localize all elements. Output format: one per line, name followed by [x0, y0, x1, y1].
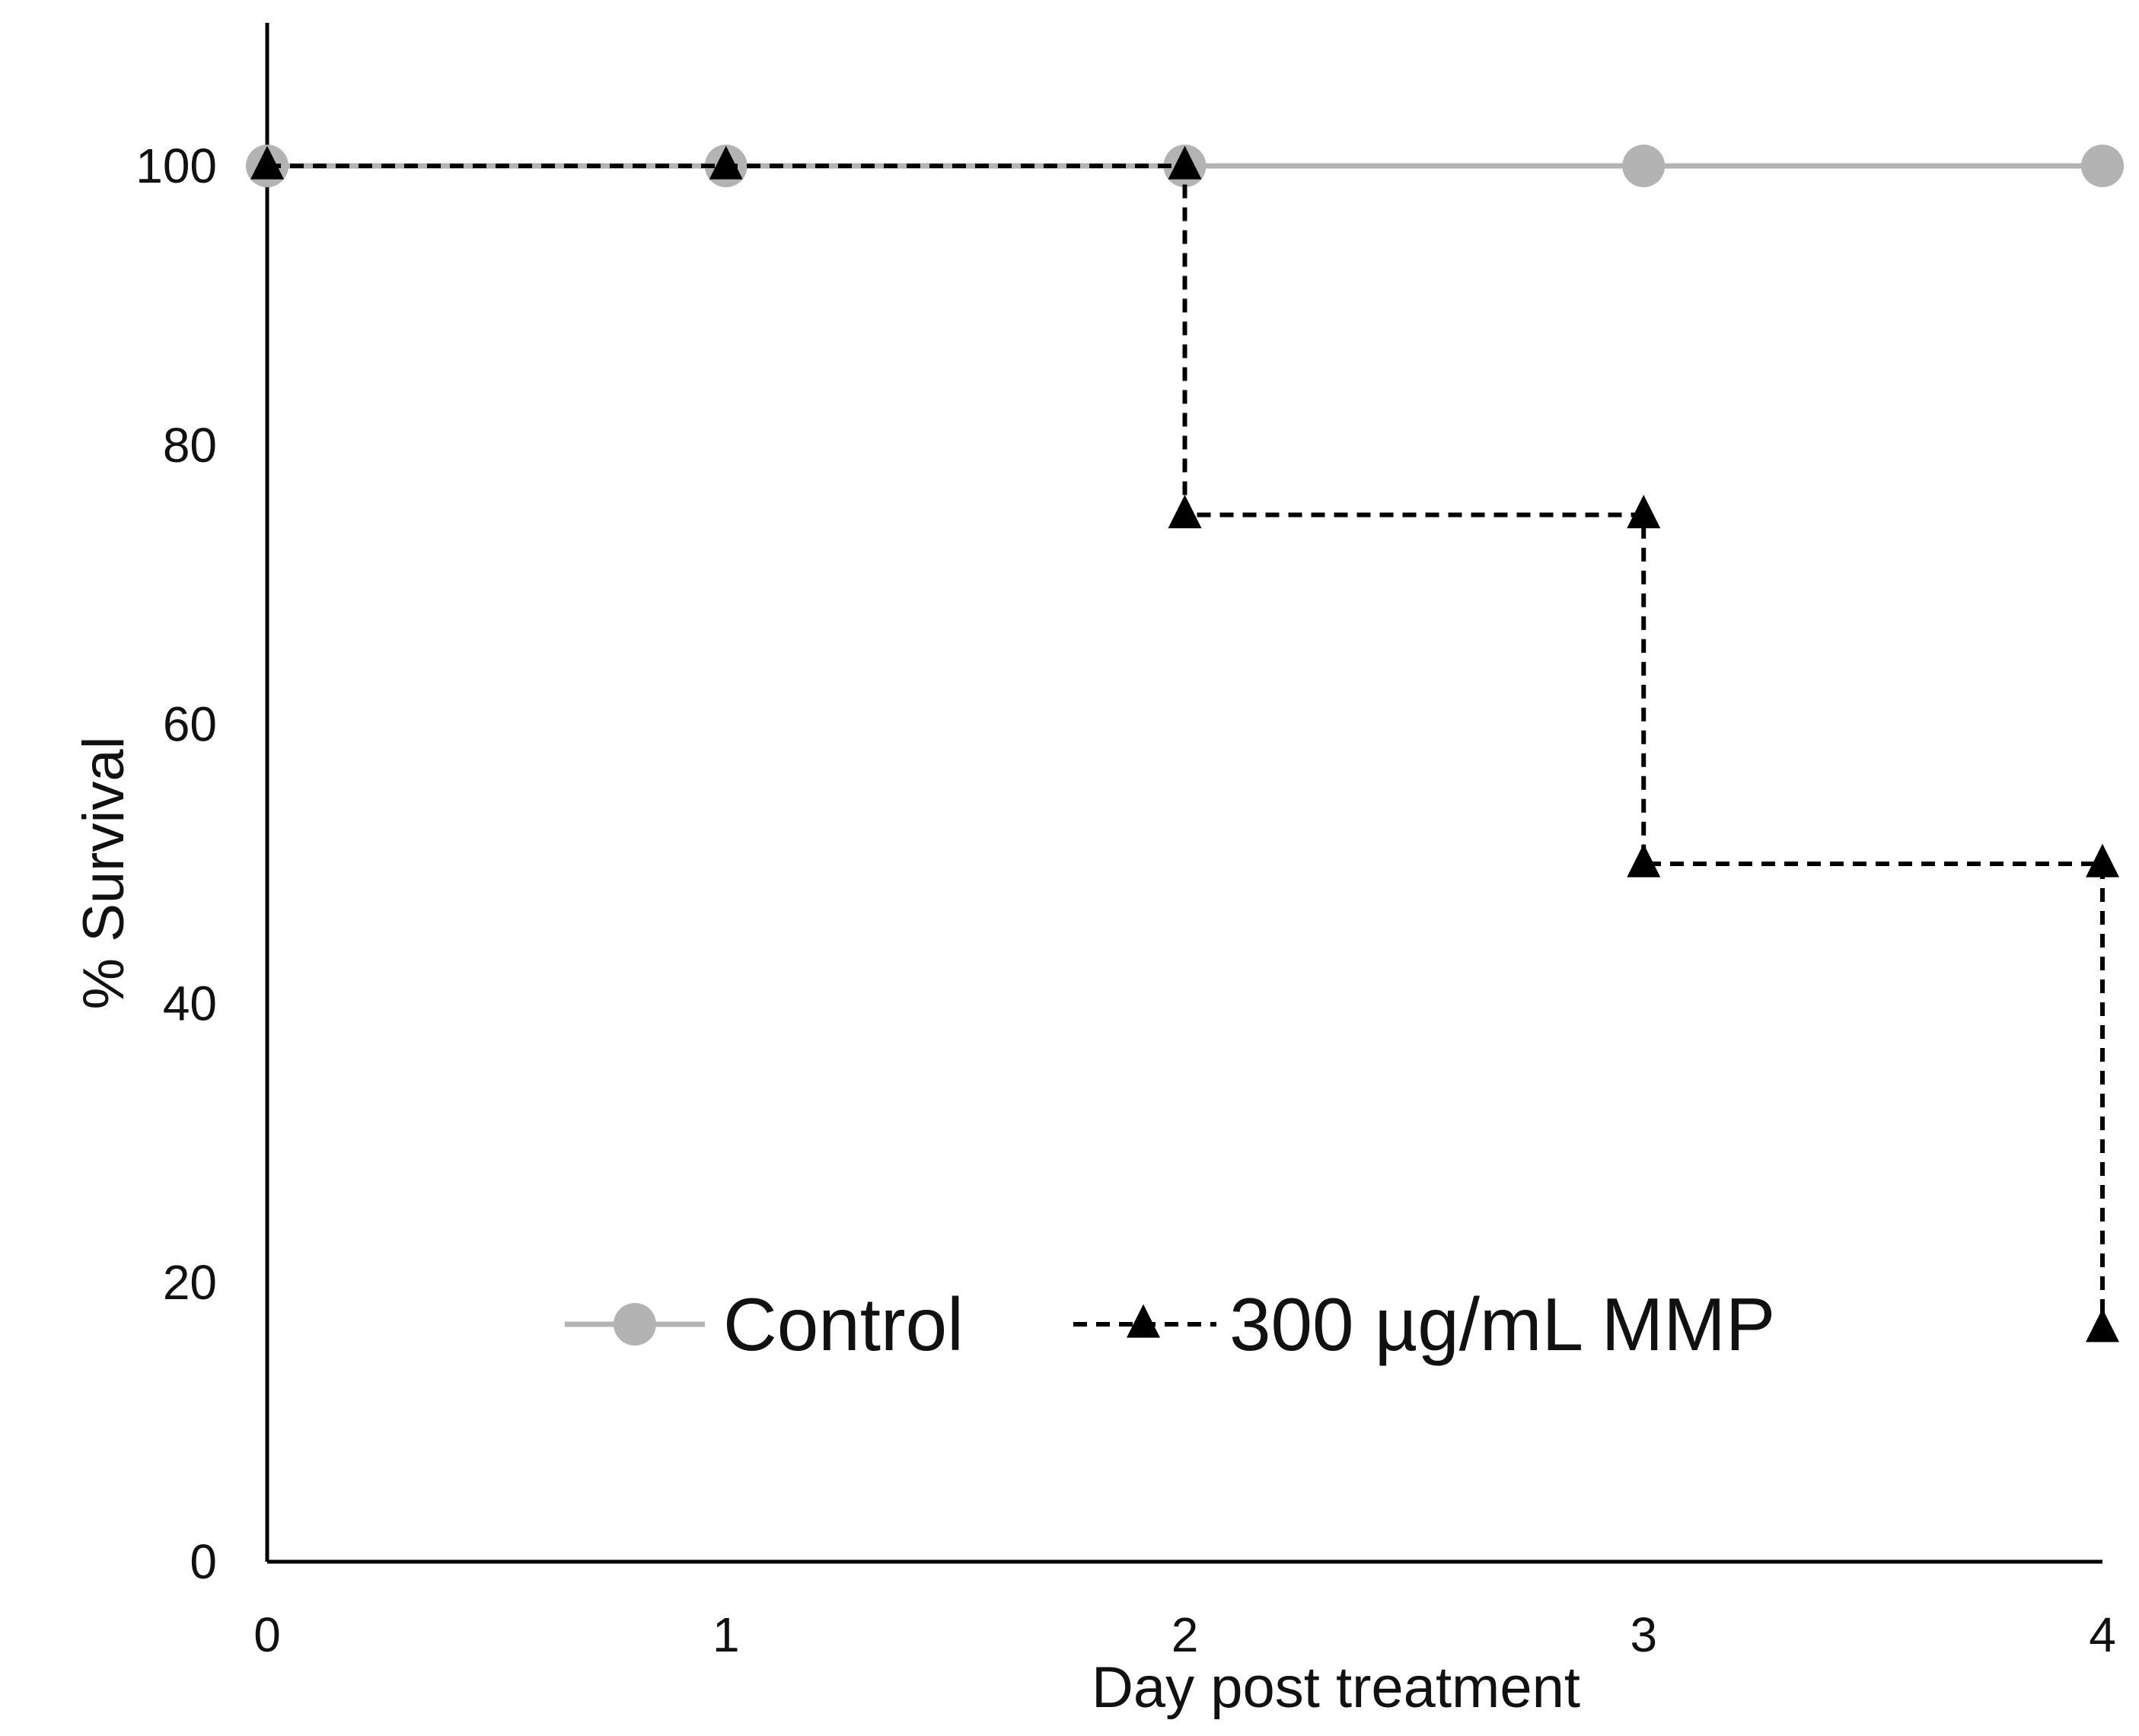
data-point-triangle	[2086, 843, 2119, 878]
data-point-triangle	[709, 145, 743, 180]
data-point-triangle	[1168, 495, 1202, 529]
tick-labels: 0 20 40 60 80 100 0 1 2 3 4	[135, 139, 2116, 1662]
y-tick-label: 40	[163, 976, 217, 1030]
x-tick-label: 2	[1172, 1607, 1199, 1662]
axes	[265, 23, 2102, 1564]
y-tick-label: 80	[163, 418, 217, 473]
data-point-triangle	[250, 145, 284, 180]
y-tick-label: 20	[163, 1255, 217, 1310]
y-tick-label: 100	[135, 139, 217, 193]
data-point-triangle	[1627, 843, 1661, 878]
y-axis-title: % Survival	[72, 737, 136, 1010]
data-point-triangle	[1168, 145, 1202, 180]
legend-item-treatment: 300 µg/mL MMP	[1073, 1282, 1775, 1366]
legend-swatch-marker	[614, 1303, 656, 1346]
y-tick-label: 0	[190, 1534, 217, 1589]
legend-item-control: Control	[565, 1282, 964, 1366]
series	[246, 145, 2124, 1343]
x-tick-label: 3	[1630, 1607, 1657, 1662]
x-tick-label: 4	[2089, 1607, 2116, 1662]
data-point-triangle	[2086, 1308, 2119, 1343]
data-point-circle	[2081, 145, 2124, 187]
data-point-triangle	[1627, 495, 1661, 529]
data-point-circle	[1622, 145, 1666, 187]
series-line	[267, 164, 2105, 1329]
y-tick-label: 60	[163, 697, 217, 752]
legend: Control 300 µg/mL MMP	[565, 1282, 1775, 1366]
legend-label-treatment: 300 µg/mL MMP	[1229, 1282, 1775, 1366]
x-tick-label: 0	[253, 1607, 281, 1662]
x-axis-title: Day post treatment	[1092, 1655, 1580, 1720]
series-treatment	[250, 145, 2119, 1343]
x-tick-label: 1	[712, 1607, 740, 1662]
legend-label-control: Control	[723, 1282, 964, 1366]
legend-swatch-marker	[1127, 1304, 1160, 1338]
